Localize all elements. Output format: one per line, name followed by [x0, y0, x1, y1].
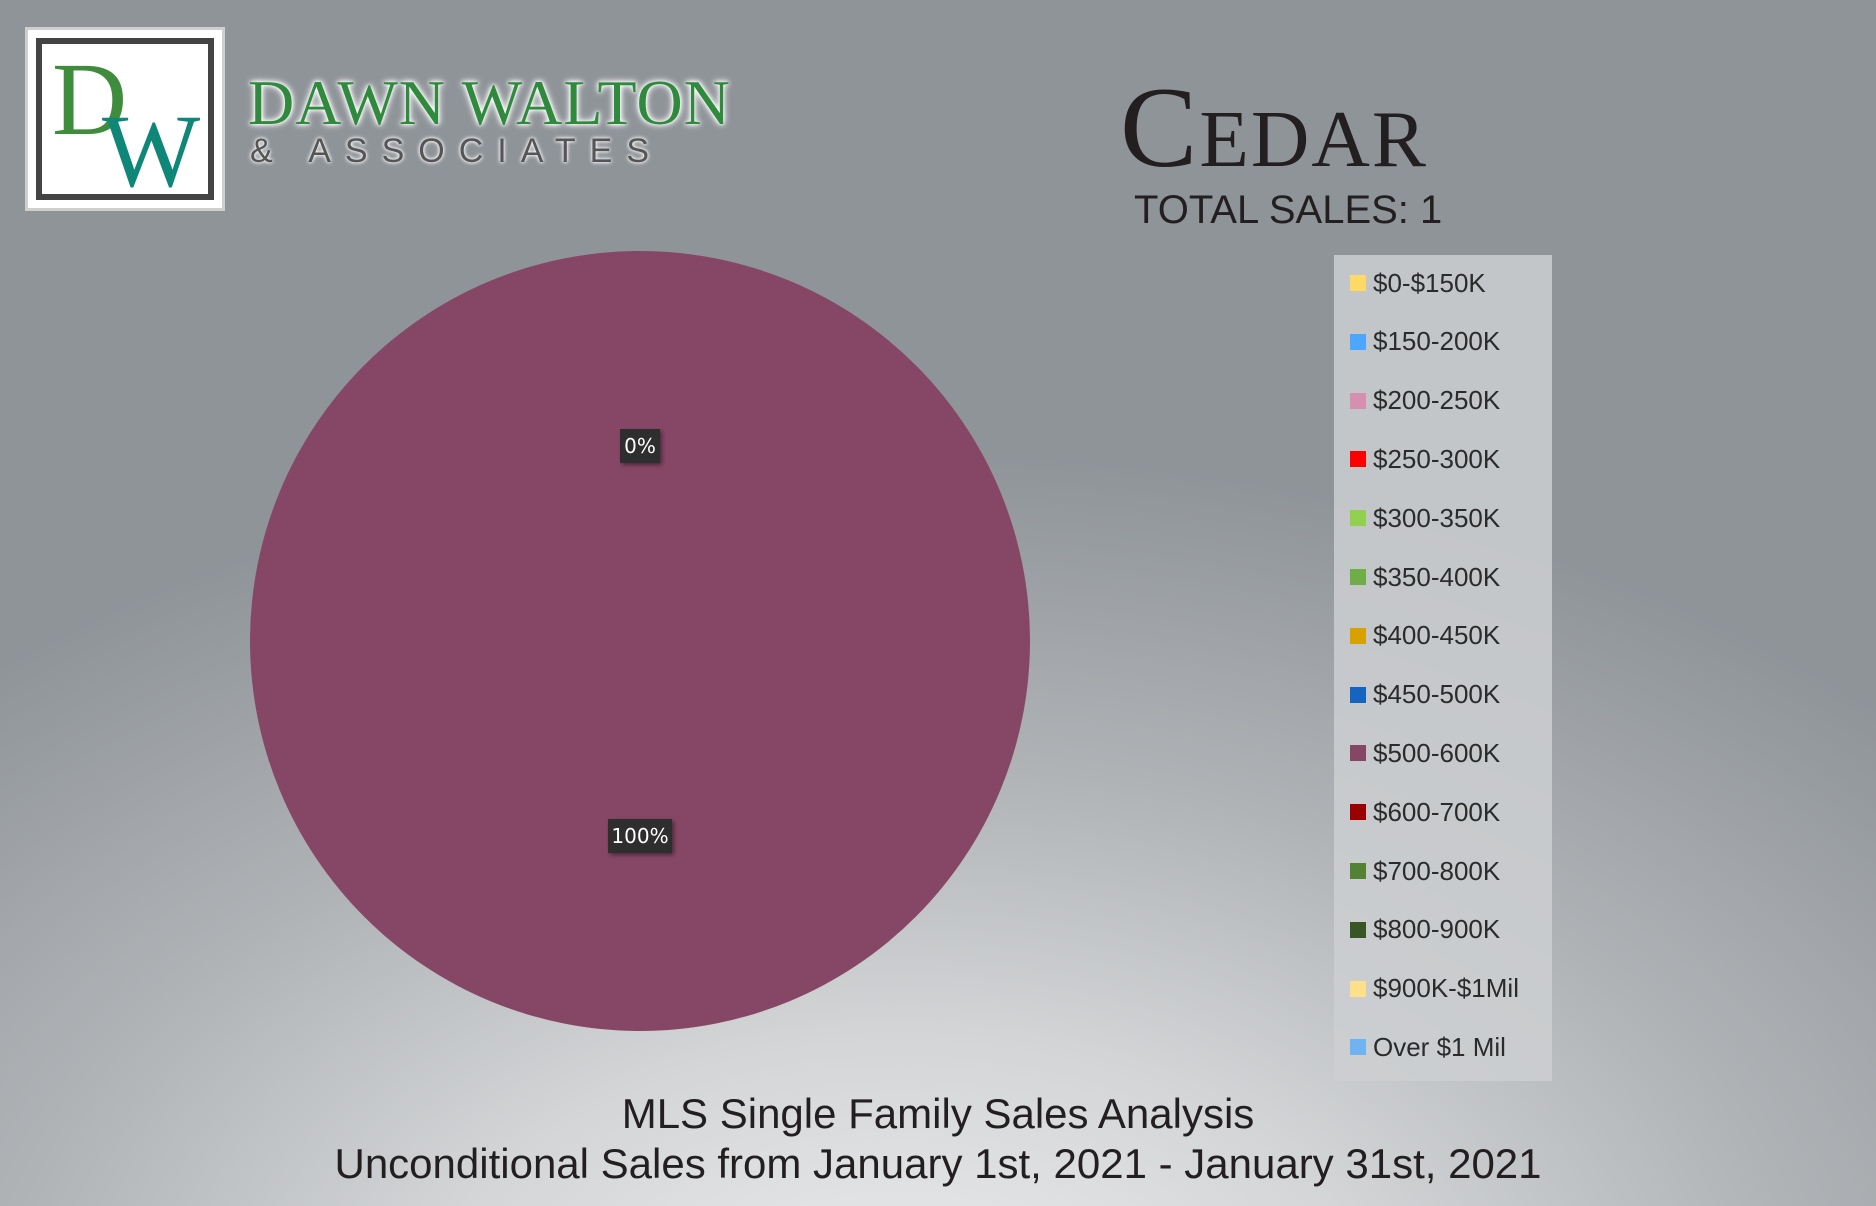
data-label-500-600k: 100%: [608, 819, 672, 853]
legend-swatch: [1350, 980, 1366, 997]
brand-name: DAWN WALTON: [248, 67, 731, 138]
data-label-box: [620, 429, 660, 463]
legend-label: $500-600K: [1373, 737, 1501, 768]
legend-swatch: [1350, 921, 1366, 938]
legend-label: $400-450K: [1373, 620, 1501, 651]
footer-date-range: Unconditional Sales from January 1st, 20…: [334, 1140, 1542, 1187]
legend-item-150-200k: $150-200K: [1350, 322, 1500, 362]
legend-label: $600-700K: [1373, 796, 1501, 827]
data-label-text: 0%: [624, 434, 656, 458]
data-label-text: 100%: [611, 824, 668, 848]
logo-monogram-d: D: [52, 42, 128, 157]
legend-label: $0-$150K: [1373, 267, 1486, 298]
legend-label: $800-900K: [1373, 914, 1501, 945]
legend-item-800-900k: $800-900K: [1350, 910, 1500, 950]
legend-label: $250-300K: [1373, 443, 1501, 474]
legend-swatch: [1350, 451, 1366, 468]
brand-subtitle: & ASSOCIATES: [250, 132, 664, 170]
legend-swatch: [1350, 1039, 1366, 1056]
legend-item-450-500k: $450-500K: [1350, 675, 1500, 715]
legend-swatch: [1350, 569, 1366, 585]
pie-slices: [250, 251, 1030, 1031]
legend-swatch: [1350, 627, 1366, 644]
logo: D W: [28, 30, 222, 208]
legend-swatch: [1350, 392, 1366, 409]
legend-item-0-150k: $0-$150K: [1350, 263, 1486, 303]
legend-label: Over $1 Mil: [1373, 1031, 1506, 1062]
legend-swatch: [1350, 863, 1366, 879]
legend-swatch: [1350, 686, 1366, 703]
pie-slice-500-600k: [250, 251, 1030, 1031]
pie-data-labels: 0% 100%: [608, 429, 672, 853]
logo-monogram-w: W: [102, 94, 201, 209]
legend-swatch: [1350, 510, 1366, 527]
legend-item-250-300k: $250-300K: [1350, 439, 1500, 479]
legend-label: $350-400K: [1373, 561, 1501, 592]
legend-item-500-600k: $500-600K: [1350, 733, 1500, 773]
legend-item-700-800k: $700-800K: [1350, 851, 1500, 891]
legend-label: $300-350K: [1373, 502, 1501, 533]
legend-swatch: [1350, 275, 1366, 291]
footer-title: MLS Single Family Sales Analysis: [621, 1090, 1255, 1137]
legend-swatch: [1350, 745, 1366, 762]
legend-item-over-1-mil: Over $1 Mil: [1350, 1027, 1506, 1067]
data-label-0-150k: 0%: [620, 429, 660, 463]
legend-label: $900K-$1Mil: [1373, 973, 1519, 1004]
legend-item-350-400k: $350-400K: [1350, 557, 1500, 597]
legend-item-200-250k: $200-250K: [1350, 381, 1500, 421]
legend-label: $450-500K: [1373, 679, 1501, 710]
chart-legend: $0-$150K $150-200K $200-250K $250-300K $300-…: [1334, 255, 1552, 1081]
legend-label: $150-200K: [1373, 326, 1501, 357]
legend-item-900k-1mil: $900K-$1Mil: [1350, 969, 1519, 1009]
legend-swatch: [1350, 333, 1366, 350]
legend-item-300-350k: $300-350K: [1350, 498, 1500, 538]
legend-label: $200-250K: [1373, 385, 1501, 416]
legend-label: $700-800K: [1373, 855, 1501, 886]
legend-swatch: [1350, 804, 1366, 821]
legend-item-400-450k: $400-450K: [1350, 616, 1500, 656]
total-sales: TOTAL SALES: 1: [1134, 188, 1443, 232]
logo-frame: D W: [36, 38, 214, 204]
data-label-box: [608, 819, 672, 853]
community-title: Cedar: [1120, 64, 1428, 192]
legend-item-600-700k: $600-700K: [1350, 792, 1500, 832]
